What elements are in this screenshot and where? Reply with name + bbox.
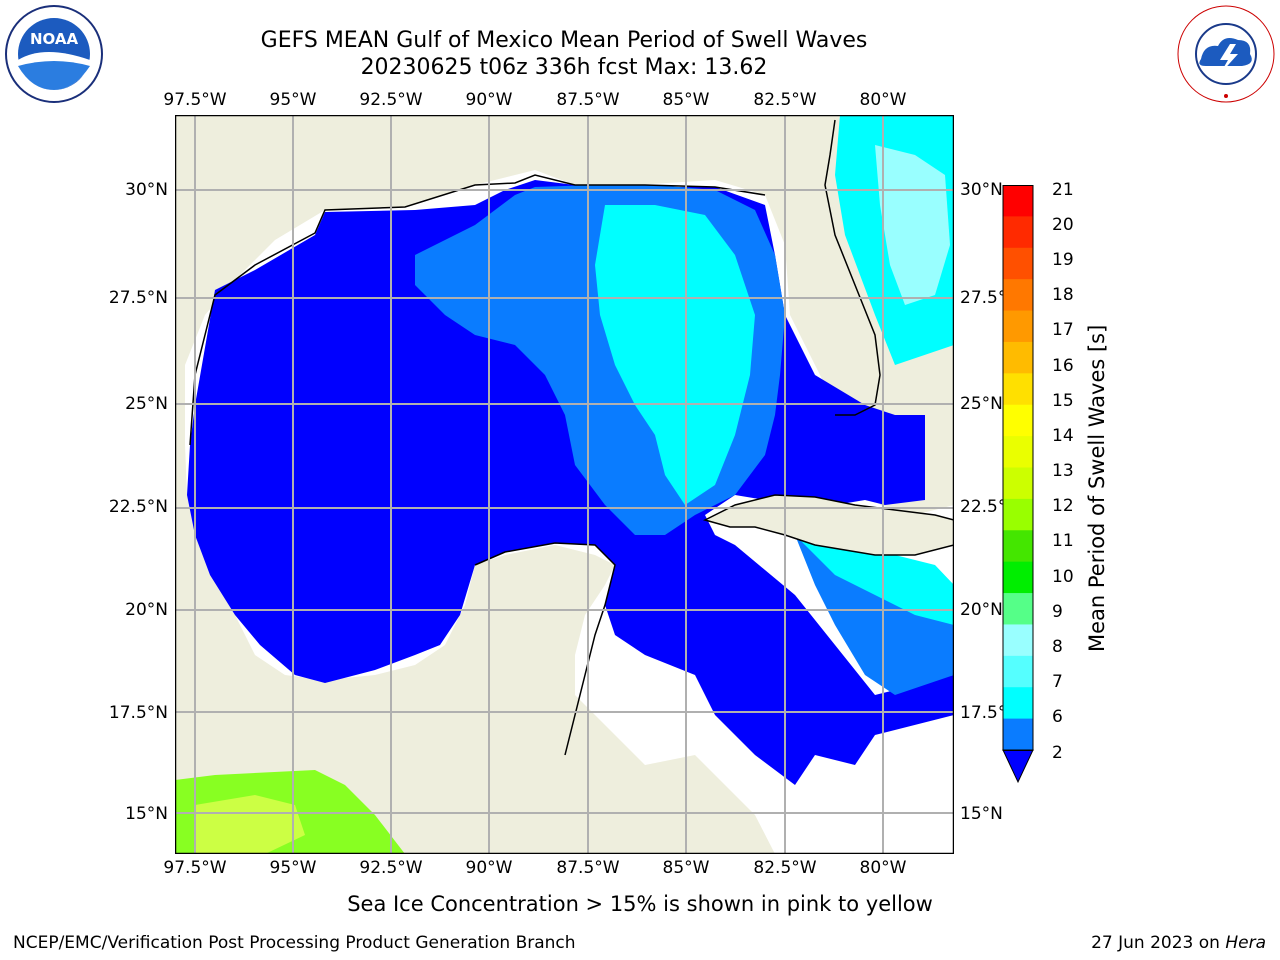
lon-tick-top: 97.5°W: [163, 90, 227, 110]
lat-tick-left: 30°N: [125, 180, 168, 200]
colorbar-tick: 20: [1052, 215, 1074, 235]
colorbar-tick: 2: [1052, 743, 1063, 763]
colorbar-band: [1003, 185, 1033, 217]
colorbar-band: [1003, 310, 1033, 343]
lon-tick-bottom: 82.5°W: [753, 858, 817, 878]
swell-period-6-7: [595, 205, 755, 505]
colorbar-tick: 6: [1052, 707, 1063, 727]
lat-tick-left: 25°N: [125, 394, 168, 414]
lat-tick-right: 15°N: [960, 804, 1003, 824]
sea-ice-patch-yellow: [195, 795, 305, 854]
colorbar-tick: 7: [1052, 672, 1063, 692]
colorbar-tick: 17: [1052, 320, 1074, 340]
chart-subtitle: 20230625 t06z 336h fcst Max: 13.62: [360, 55, 768, 80]
lat-tick-left: 15°N: [125, 804, 168, 824]
colorbar-tick: 18: [1052, 285, 1074, 305]
cuba-land: [702, 494, 954, 556]
lon-tick-bottom: 80°W: [859, 858, 907, 878]
gulf-north-coast: [189, 174, 766, 446]
lon-tick-top: 85°W: [662, 90, 710, 110]
colorbar-band: [1003, 530, 1033, 563]
lon-tick-bottom: 97.5°W: [163, 858, 227, 878]
colorbar-tick: 9: [1052, 602, 1063, 622]
swell-period-6-7-caribbean: [795, 535, 954, 625]
colorbar-band: [1003, 341, 1033, 374]
footer-branch: NCEP/EMC/Verification Post Processing Pr…: [13, 933, 576, 953]
colorbar-band: [1003, 467, 1033, 500]
map-grid: [175, 115, 954, 854]
colorbar-band: [1003, 561, 1033, 594]
lon-tick-bottom: 85°W: [662, 858, 710, 878]
chart-title: GEFS MEAN Gulf of Mexico Mean Period of …: [260, 28, 868, 53]
nws-logo: [1177, 5, 1275, 103]
footer-date-text: 27 Jun 2023 on: [1091, 933, 1226, 953]
colorbar-band: [1003, 687, 1033, 720]
colorbar-tick: 14: [1052, 426, 1074, 446]
colorbar-tick: 19: [1052, 250, 1074, 270]
colorbar: [1002, 185, 1034, 784]
lon-tick-top: 90°W: [465, 90, 513, 110]
florida-coast: [824, 119, 881, 416]
lon-tick-bottom: 87.5°W: [556, 858, 620, 878]
colorbar-band: [1003, 247, 1033, 280]
colorbar-band: [1003, 624, 1033, 657]
colorbar-band: [1003, 436, 1033, 468]
lat-tick-right: 25°N: [960, 394, 1003, 414]
lat-tick-left: 27.5°N: [108, 288, 168, 308]
lat-tick-left: 20°N: [125, 600, 168, 620]
yucatan-coast: [474, 542, 616, 756]
footer-date: 27 Jun 2023 on Hera: [1091, 933, 1266, 953]
colorbar-tick: 10: [1052, 567, 1074, 587]
colorbar-tick: 11: [1052, 531, 1074, 551]
lon-tick-bottom: 95°W: [269, 858, 317, 878]
lat-tick-left: 22.5°N: [108, 497, 168, 517]
colorbar-tick: 21: [1052, 180, 1074, 200]
colorbar-tick: 8: [1052, 637, 1063, 657]
colorbar-tick: 15: [1052, 391, 1074, 411]
lon-tick-top: 82.5°W: [753, 90, 817, 110]
colorbar-tick: 16: [1052, 356, 1074, 376]
lon-tick-top: 95°W: [269, 90, 317, 110]
map-frame: [175, 115, 954, 854]
lon-tick-bottom: 90°W: [465, 858, 513, 878]
lat-tick-right: 30°N: [960, 180, 1003, 200]
colorbar-tick: 12: [1052, 496, 1074, 516]
lon-tick-top: 87.5°W: [556, 90, 620, 110]
lon-tick-top: 80°W: [859, 90, 907, 110]
colorbar-band: [1003, 216, 1033, 249]
footer-host: Hera: [1225, 933, 1266, 953]
colorbar-band: [1003, 718, 1033, 751]
swell-period-8-9: [875, 145, 950, 305]
colorbar-band: [1003, 279, 1033, 312]
colorbar-label: Mean Period of Swell Waves [s]: [1085, 324, 1109, 652]
sea-ice-note: Sea Ice Concentration > 15% is shown in …: [347, 892, 933, 916]
colorbar-tick: 13: [1052, 461, 1074, 481]
colorbar-extend-triangle: [1002, 749, 1034, 784]
gulf-of-mexico-map: [175, 115, 954, 854]
noaa-text: NOAA: [30, 30, 79, 48]
lat-tick-right: 20°N: [960, 600, 1003, 620]
colorbar-band: [1003, 373, 1033, 406]
colorbar-band: [1003, 593, 1033, 625]
colorbar-band: [1003, 404, 1033, 437]
lat-tick-left: 17.5°N: [108, 703, 168, 723]
colorbar-band: [1003, 498, 1033, 531]
colorbar-frame: [1002, 185, 1034, 751]
lon-tick-bottom: 92.5°W: [359, 858, 423, 878]
lon-tick-top: 92.5°W: [359, 90, 423, 110]
noaa-logo: NOAA: [5, 5, 103, 103]
colorbar-band: [1003, 655, 1033, 688]
